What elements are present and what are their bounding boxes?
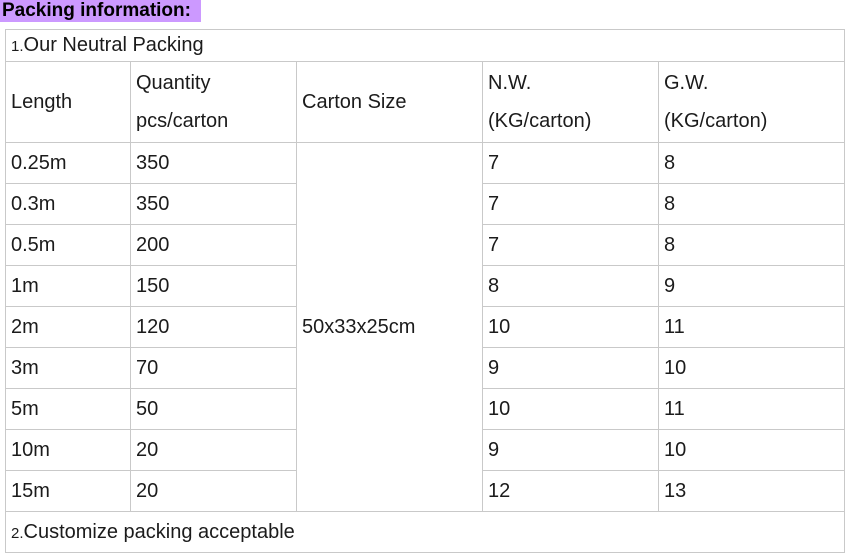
cell-quantity: 70 (130, 347, 297, 389)
section-note-1: 1.Our Neutral Packing (4, 29, 846, 62)
cell-gw: 8 (657, 142, 846, 184)
cell-quantity: 50 (130, 388, 297, 430)
note1-text: Our Neutral Packing (23, 34, 204, 56)
section-note-row: 2.Customize packing acceptable (4, 511, 846, 553)
cell-quantity: 350 (130, 183, 297, 225)
cell-nw: 9 (482, 429, 659, 471)
cell-quantity: 150 (130, 265, 297, 307)
col-header-carton-size-line1: Carton Size (302, 91, 407, 113)
note1-number: 1. (11, 38, 24, 55)
table-row: 0.25m 350 50x33x25cm 7 8 (5, 142, 846, 512)
table-row: 2m 120 10 11 (5, 306, 846, 348)
cell-gw: 8 (657, 224, 846, 266)
page-title: Packing information: (0, 0, 846, 22)
col-header-carton-size: Carton Size (296, 61, 483, 143)
packing-table: 1.Our Neutral Packing Length Quantity pc… (4, 29, 846, 553)
cell-carton-size: 50x33x25cm (296, 142, 483, 512)
cell-nw: 9 (482, 347, 659, 389)
note2-number: 2. (11, 524, 24, 542)
cell-nw: 7 (482, 142, 659, 184)
section-note-row: 1.Our Neutral Packing (4, 29, 846, 62)
cell-nw: 7 (482, 183, 659, 225)
cell-gw: 11 (657, 388, 846, 430)
cell-quantity: 20 (130, 470, 297, 512)
table-header-row: Length Quantity pcs/carton Carton Size N… (5, 61, 846, 143)
col-header-nw: N.W. (KG/carton) (482, 61, 659, 143)
col-header-quantity-line2: pcs/carton (136, 110, 229, 132)
table-row: 10m 20 9 10 (5, 429, 846, 471)
col-header-gw: G.W. (KG/carton) (657, 61, 846, 143)
cell-gw: 8 (657, 183, 846, 225)
cell-nw: 12 (482, 470, 659, 512)
cell-length: 0.3m (5, 183, 131, 225)
cell-quantity: 200 (130, 224, 297, 266)
col-header-gw-line2: (KG/carton) (664, 110, 768, 132)
cell-length: 10m (5, 429, 131, 471)
cell-quantity: 350 (130, 142, 297, 184)
note2-text: Customize packing acceptable (23, 520, 295, 543)
cell-gw: 9 (657, 265, 846, 307)
cell-length: 0.5m (5, 224, 131, 266)
cell-length: 0.25m (5, 142, 131, 184)
cell-length: 1m (5, 265, 131, 307)
col-header-quantity-line1: Quantity (136, 72, 211, 94)
cell-quantity: 120 (130, 306, 297, 348)
cell-length: 15m (5, 470, 131, 512)
col-header-quantity: Quantity pcs/carton (130, 61, 297, 143)
col-header-gw-line1: G.W. (664, 72, 709, 94)
col-header-length-line1: Length (11, 91, 73, 113)
cell-length: 5m (5, 388, 131, 430)
cell-nw: 10 (482, 388, 659, 430)
cell-gw: 13 (657, 470, 846, 512)
cell-nw: 8 (482, 265, 659, 307)
col-header-nw-line2: (KG/carton) (488, 110, 592, 132)
cell-nw: 7 (482, 224, 659, 266)
section-note-2: 2.Customize packing acceptable (4, 511, 846, 553)
page-title-highlight: Packing information: (0, 0, 201, 22)
cell-gw: 10 (657, 347, 846, 389)
table-row: 15m 20 12 13 (5, 470, 846, 512)
cell-gw: 11 (657, 306, 846, 348)
cell-length: 3m (5, 347, 131, 389)
col-header-length: Length (5, 61, 131, 143)
cell-quantity: 20 (130, 429, 297, 471)
col-header-nw-line1: N.W. (488, 72, 532, 94)
cell-gw: 10 (657, 429, 846, 471)
cell-nw: 10 (482, 306, 659, 348)
cell-length: 2m (5, 306, 131, 348)
